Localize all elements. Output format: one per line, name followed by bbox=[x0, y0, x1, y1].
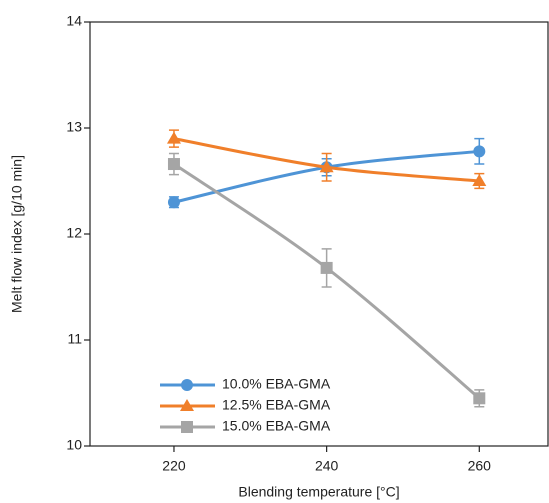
y-tick-label: 11 bbox=[67, 331, 82, 347]
legend-label: 10.0% EBA-GMA bbox=[222, 376, 331, 392]
marker bbox=[320, 261, 333, 274]
y-tick-label: 14 bbox=[66, 13, 82, 29]
x-tick-label: 260 bbox=[468, 458, 492, 474]
y-tick-label: 10 bbox=[66, 437, 82, 453]
marker bbox=[319, 160, 334, 173]
y-tick-label: 13 bbox=[66, 119, 82, 135]
marker bbox=[473, 145, 486, 158]
marker bbox=[473, 392, 486, 405]
legend-label: 15.0% EBA-GMA bbox=[222, 418, 331, 434]
legend-marker bbox=[180, 399, 194, 411]
y-axis-title: Melt flow index [g/10 min] bbox=[9, 155, 25, 313]
x-tick-label: 220 bbox=[162, 458, 186, 474]
x-tick-label: 240 bbox=[315, 458, 339, 474]
y-tick-label: 12 bbox=[66, 225, 82, 241]
legend-label: 12.5% EBA-GMA bbox=[222, 397, 331, 413]
x-axis-title: Blending temperature [°C] bbox=[238, 484, 399, 500]
marker bbox=[167, 196, 180, 209]
marker bbox=[472, 174, 487, 186]
legend-marker bbox=[181, 421, 193, 433]
legend-marker bbox=[181, 379, 193, 391]
marker bbox=[167, 158, 180, 171]
marker bbox=[166, 131, 181, 144]
